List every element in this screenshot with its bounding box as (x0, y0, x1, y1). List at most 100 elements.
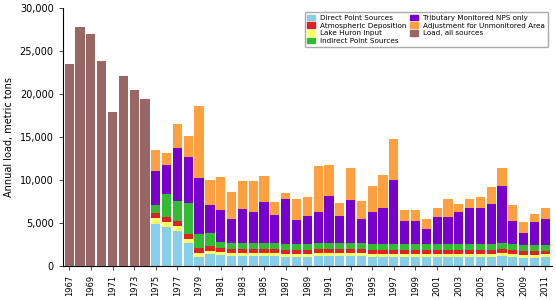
Bar (173, 201, 182, 221)
Bar (465, 257, 474, 266)
Bar (389, 139, 399, 180)
Bar (205, 206, 215, 233)
Bar (324, 196, 334, 243)
Bar (508, 257, 518, 266)
Bar (541, 250, 550, 254)
Bar (421, 254, 431, 257)
Bar (324, 249, 334, 253)
Bar (314, 253, 322, 256)
Bar (183, 234, 193, 239)
Bar (368, 254, 377, 257)
Bar (216, 252, 225, 255)
Bar (411, 250, 420, 254)
Bar (498, 186, 507, 243)
Bar (421, 244, 431, 250)
Bar (357, 249, 366, 253)
Bar (379, 208, 388, 244)
Bar (454, 254, 463, 257)
Bar (260, 249, 269, 253)
Bar (443, 244, 453, 250)
Bar (216, 210, 225, 242)
Bar (238, 253, 247, 256)
Bar (205, 180, 215, 206)
Bar (249, 253, 258, 256)
Bar (281, 193, 290, 200)
Bar (443, 200, 453, 217)
Bar (476, 257, 485, 266)
Bar (183, 203, 193, 234)
Bar (314, 256, 322, 266)
Bar (227, 243, 236, 249)
Bar (292, 250, 301, 254)
Bar (249, 182, 258, 212)
Bar (281, 244, 290, 250)
Bar (519, 255, 528, 258)
Bar (541, 219, 550, 244)
Bar (400, 210, 409, 221)
Bar (433, 208, 441, 217)
Bar (530, 222, 539, 245)
Bar (454, 244, 463, 250)
Bar (227, 219, 236, 243)
Bar (195, 106, 203, 178)
Bar (443, 250, 453, 254)
Bar (541, 257, 550, 266)
Bar (379, 257, 388, 266)
Bar (151, 150, 160, 171)
Bar (486, 254, 496, 257)
Bar (183, 239, 193, 243)
Bar (314, 166, 322, 211)
Bar (292, 254, 301, 257)
Bar (519, 222, 528, 233)
Bar (541, 254, 550, 257)
Bar (324, 256, 334, 266)
Bar (389, 257, 399, 266)
Bar (314, 243, 322, 249)
Bar (162, 194, 171, 217)
Bar (454, 204, 463, 212)
Bar (151, 206, 160, 213)
Bar (195, 234, 203, 248)
Bar (173, 231, 182, 266)
Bar (368, 250, 377, 254)
Bar (227, 249, 236, 253)
Bar (173, 148, 182, 201)
Bar (270, 249, 280, 253)
Bar (465, 244, 474, 250)
Bar (162, 153, 171, 165)
Bar (379, 254, 388, 257)
Bar (151, 218, 160, 224)
Bar (162, 227, 171, 266)
Bar (270, 256, 280, 266)
Bar (519, 251, 528, 255)
Bar (454, 212, 463, 244)
Bar (238, 256, 247, 266)
Bar (260, 202, 269, 243)
Bar (195, 257, 203, 266)
Bar (86, 34, 96, 266)
Bar (530, 214, 539, 222)
Bar (76, 27, 85, 266)
Bar (433, 254, 441, 257)
Bar (400, 244, 409, 250)
Bar (227, 256, 236, 266)
Bar (389, 244, 399, 250)
Bar (216, 255, 225, 266)
Bar (249, 256, 258, 266)
Bar (346, 253, 355, 256)
Bar (302, 250, 312, 254)
Bar (260, 256, 269, 266)
Bar (324, 253, 334, 256)
Bar (130, 90, 139, 266)
Bar (486, 250, 496, 254)
Bar (270, 202, 280, 215)
Bar (357, 243, 366, 249)
Bar (335, 203, 344, 216)
Bar (183, 157, 193, 203)
Bar (162, 217, 171, 222)
Bar (140, 99, 150, 266)
Bar (486, 244, 496, 250)
Bar (530, 251, 539, 255)
Bar (97, 61, 106, 266)
Bar (486, 187, 496, 204)
